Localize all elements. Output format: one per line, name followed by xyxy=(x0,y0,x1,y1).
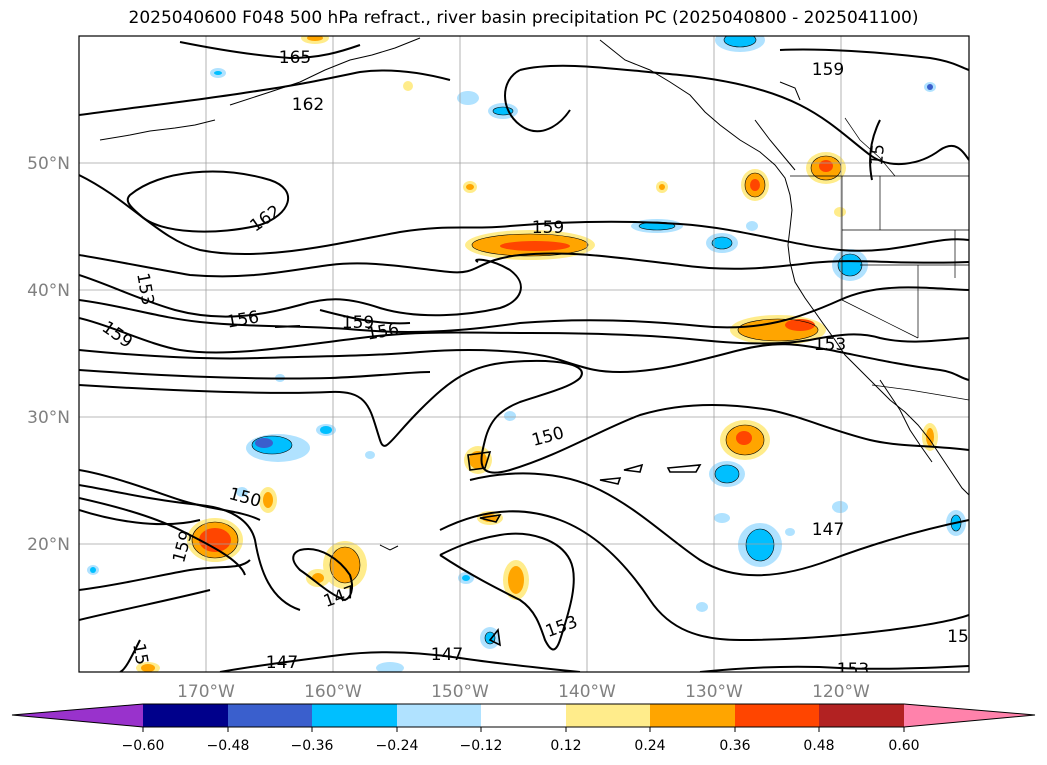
colorbar-tick-label: 0.36 xyxy=(719,738,750,754)
colorbar-tick-label: 0.24 xyxy=(634,738,665,754)
colorbar-tick-label: −0.60 xyxy=(122,738,165,754)
colorbar-extend-max xyxy=(904,704,1035,727)
colorbar-segment xyxy=(566,704,650,727)
colorbar-segment xyxy=(650,704,735,727)
contour-label: 159 xyxy=(812,60,844,80)
colorbar-segment xyxy=(819,704,904,727)
lon-label: 130°W xyxy=(685,682,743,702)
lat-label: 40°N xyxy=(27,281,70,301)
borders xyxy=(790,117,969,401)
contour-label: 159 xyxy=(342,313,374,333)
contour-label: 147 xyxy=(431,645,463,665)
contour-label: 15 xyxy=(867,143,889,166)
contour-label: 147 xyxy=(266,653,298,673)
longitude-labels: 170°W 160°W 150°W 140°W 130°W 120°W xyxy=(177,682,870,702)
colorbar-segment xyxy=(312,704,397,727)
contour-label: 153 xyxy=(814,335,846,355)
contour-label: 162 xyxy=(292,95,324,115)
colorbar-segment xyxy=(397,704,481,727)
contour-label: 159 xyxy=(532,218,564,238)
contour-label: 153 xyxy=(837,660,869,680)
plot-frame xyxy=(78,35,970,673)
colorbar-segment xyxy=(228,704,312,727)
shading-layer xyxy=(87,36,966,672)
lon-label: 170°W xyxy=(177,682,235,702)
contour-label: 165 xyxy=(279,48,311,68)
colorbar-tick-label: 0.12 xyxy=(550,738,581,754)
graticule xyxy=(79,36,969,672)
lon-label: 160°W xyxy=(304,682,362,702)
colorbar-segment xyxy=(481,704,566,727)
lon-label: 150°W xyxy=(431,682,489,702)
lon-label: 120°W xyxy=(812,682,870,702)
colorbar-ticks xyxy=(142,727,905,732)
colorbar-tick-label: 0.48 xyxy=(803,738,834,754)
contour-label: 15 xyxy=(947,627,969,647)
lat-label: 50°N xyxy=(27,154,70,174)
latitude-labels: 50°N 40°N 30°N 20°N xyxy=(27,154,70,555)
small-contours xyxy=(467,451,702,647)
coastlines xyxy=(99,37,969,551)
contour-lines xyxy=(79,41,969,672)
colorbar-segment xyxy=(735,704,819,727)
colorbar-tick-label: 0.60 xyxy=(888,738,919,754)
contour-label: 15 xyxy=(128,642,151,667)
colorbar-tick-label: −0.12 xyxy=(460,738,503,754)
map-title: 2025040600 F048 500 hPa refract., river … xyxy=(128,8,919,28)
lat-label: 30°N xyxy=(27,408,70,428)
colorbar-segment xyxy=(143,704,228,727)
colorbar: −0.60 −0.48 −0.36 −0.24 −0.12 0.12 0.24 … xyxy=(11,703,1036,754)
contour-label: 147 xyxy=(812,520,844,540)
colorbar-tick-label: −0.48 xyxy=(207,738,250,754)
colorbar-tick-label: −0.24 xyxy=(376,738,419,754)
colorbar-tick-label: −0.36 xyxy=(291,738,334,754)
lat-label: 20°N xyxy=(27,535,70,555)
lon-label: 140°W xyxy=(558,682,616,702)
colorbar-extend-min xyxy=(12,704,143,727)
